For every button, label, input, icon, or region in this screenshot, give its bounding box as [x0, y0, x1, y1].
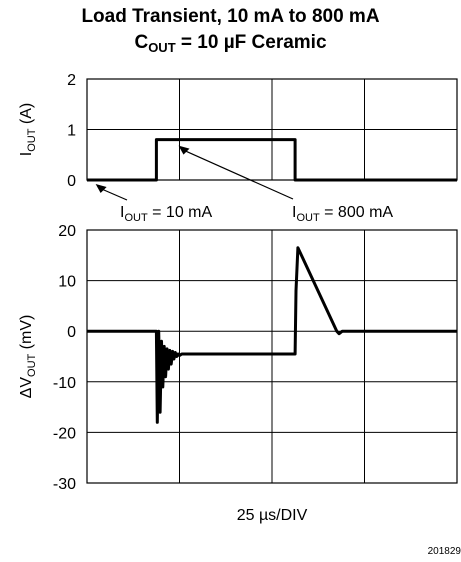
- annotation-arrow-10ma: [101, 188, 128, 201]
- chart-title-line2: COUT = 10 µF Ceramic: [0, 32, 461, 55]
- iout-frame: [86, 78, 458, 181]
- annotation-iout-10ma: IOUT = 10 mA: [120, 204, 212, 224]
- iout-series-line: [87, 138, 457, 182]
- vout-series-line: [87, 246, 457, 424]
- vout-tick-label: 0: [67, 324, 76, 341]
- annotation-arrowhead-800ma: [178, 145, 190, 155]
- vout-y-axis-label: ΔVOUT (mV): [18, 315, 38, 399]
- annotation-arrow-800ma: [184, 150, 294, 200]
- vout-tick-label: -10: [53, 375, 76, 392]
- annotation-iout-800ma: IOUT = 800 mA: [292, 204, 393, 224]
- x-axis-label: 25 µs/DIV: [237, 507, 308, 524]
- iout-tick-label: 1: [67, 123, 76, 140]
- vout-frame: [86, 229, 458, 484]
- vout-tick-label: -30: [53, 476, 76, 493]
- title-subscript: OUT: [148, 40, 176, 55]
- iout-tick-label: 2: [67, 72, 76, 89]
- iout-y-axis-label: IOUT (A): [18, 103, 38, 156]
- figure-id: 201829: [427, 546, 461, 557]
- title-rest: = 10 µF Ceramic: [175, 32, 327, 53]
- title-c: C: [134, 32, 149, 53]
- chart-title-line1: Load Transient, 10 mA to 800 mA: [81, 6, 380, 27]
- vout-tick-label: 10: [58, 274, 76, 291]
- iout-tick-label: 0: [67, 173, 76, 190]
- annotation-arrowhead-10ma: [95, 184, 107, 193]
- vout-tick-label: 20: [58, 223, 76, 240]
- vout-tick-label: -20: [53, 425, 76, 442]
